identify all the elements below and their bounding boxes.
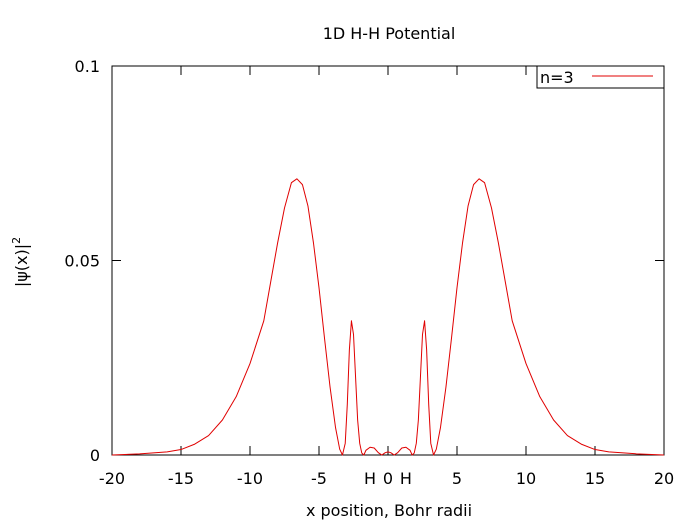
x-tick-label: 5 <box>452 469 462 488</box>
x-marker-label: H <box>400 469 412 488</box>
x-tick-label: 20 <box>654 469 674 488</box>
y-tick-label: 0.1 <box>75 57 100 76</box>
y-axis-label-superscript: 2 <box>10 237 23 244</box>
x-tick-label: -15 <box>168 469 194 488</box>
legend: n=3 <box>536 65 665 89</box>
x-tick-label: -20 <box>99 469 125 488</box>
x-tick-label: -10 <box>237 469 263 488</box>
x-axis: -20 -15 -10 -5 0 5 10 15 20 H H <box>99 66 674 488</box>
plot-area: -20 -15 -10 -5 0 5 10 15 20 H H 0 0.05 0.1 <box>64 57 674 488</box>
y-tick-label: 0 <box>90 446 100 465</box>
plot-frame <box>111 65 665 456</box>
chart-title: 1D H-H Potential <box>323 24 456 43</box>
y-axis-label: |ψ(x)|2 <box>10 237 31 287</box>
y-axis: 0 0.05 0.1 <box>64 57 664 465</box>
x-tick-label: -5 <box>311 469 327 488</box>
x-tick-label: 0 <box>383 469 393 488</box>
series-line <box>111 178 665 456</box>
series-layer <box>111 178 665 456</box>
x-tick-label: 10 <box>516 469 536 488</box>
legend-label: n=3 <box>540 68 574 87</box>
x-axis-label: x position, Bohr radii <box>306 501 472 520</box>
y-tick-label: 0.05 <box>64 252 100 271</box>
y-axis-label-base: |ψ(x)| <box>12 244 31 287</box>
x-marker-label: H <box>364 469 376 488</box>
x-tick-label: 15 <box>585 469 605 488</box>
legend-box <box>536 65 665 89</box>
